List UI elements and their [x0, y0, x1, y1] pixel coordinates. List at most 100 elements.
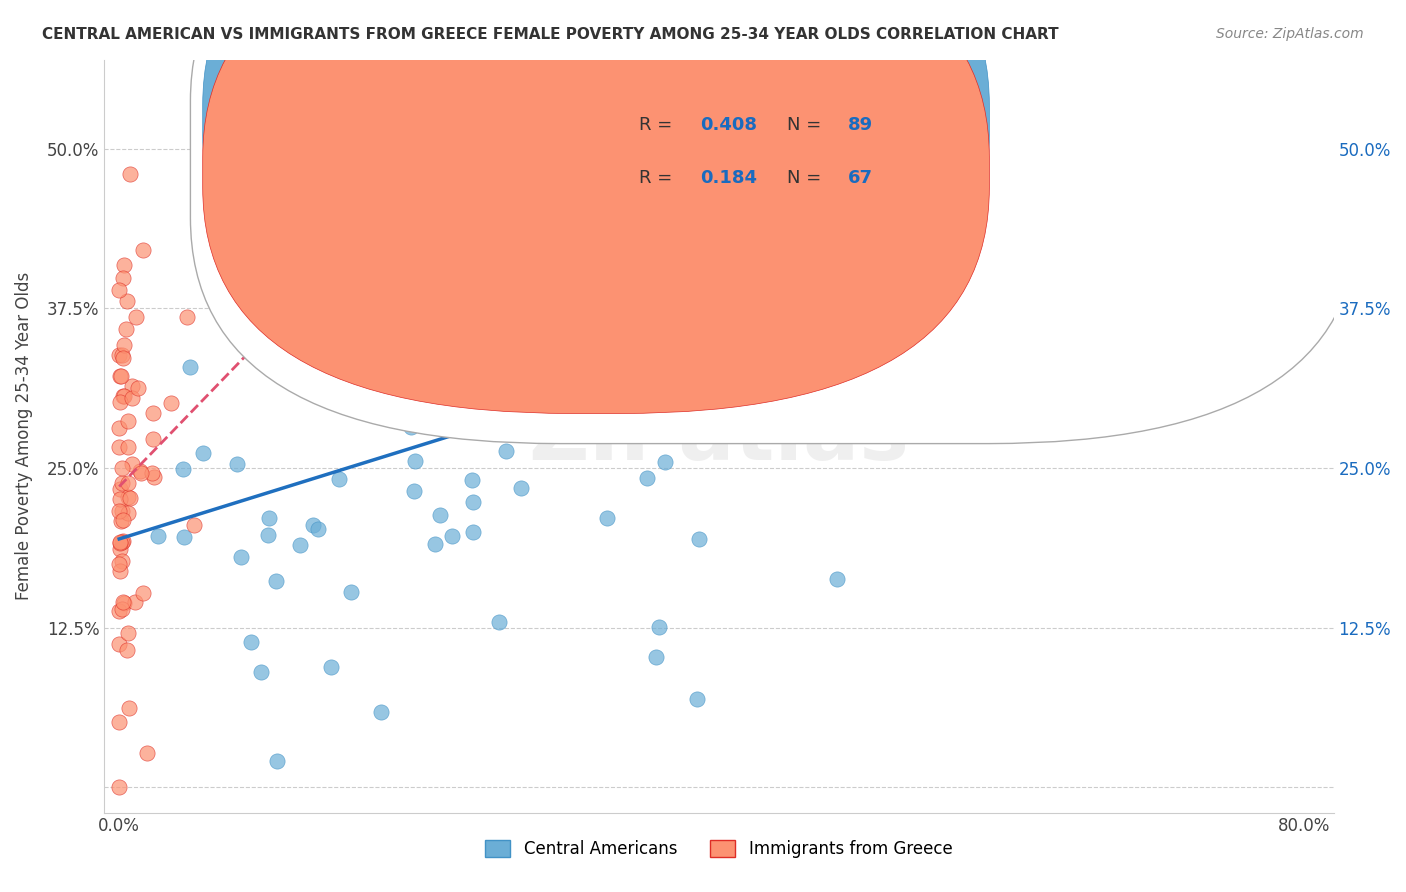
Point [125, 310, 148, 325]
Point [808, 316, 831, 330]
Point [307, 523, 329, 537]
Point [546, 428, 568, 442]
Point [740, 320, 762, 334]
Point [772, 274, 794, 288]
Text: Source: ZipAtlas.com: Source: ZipAtlas.com [1216, 27, 1364, 41]
Text: 67: 67 [848, 169, 873, 186]
Point [468, 339, 491, 353]
Point [111, 504, 134, 518]
Point [429, 508, 451, 522]
Point [446, 308, 468, 322]
Point [592, 116, 614, 130]
FancyBboxPatch shape [190, 0, 1358, 443]
Point [440, 529, 463, 543]
Point [131, 467, 153, 481]
Point [135, 746, 157, 760]
Point [806, 389, 828, 403]
Point [648, 620, 671, 634]
Point [461, 495, 484, 509]
Point [111, 460, 134, 475]
Text: 0.408: 0.408 [700, 116, 758, 134]
Point [132, 585, 155, 599]
Point [404, 454, 426, 468]
Point [193, 446, 215, 460]
Point [112, 533, 135, 548]
Point [117, 414, 139, 428]
Point [110, 514, 132, 528]
Point [117, 475, 139, 490]
Point [112, 594, 135, 608]
Point [111, 535, 134, 549]
Y-axis label: Female Poverty Among 25-34 Year Olds: Female Poverty Among 25-34 Year Olds [15, 272, 32, 600]
Point [121, 391, 143, 405]
Point [108, 541, 131, 556]
Text: CENTRAL AMERICAN VS IMMIGRANTS FROM GREECE FEMALE POVERTY AMONG 25-34 YEAR OLDS : CENTRAL AMERICAN VS IMMIGRANTS FROM GREE… [42, 27, 1059, 42]
Point [596, 511, 619, 525]
Point [112, 389, 135, 403]
Point [118, 700, 141, 714]
Point [883, 210, 905, 224]
Point [118, 491, 141, 505]
Point [110, 368, 132, 383]
Point [387, 285, 409, 300]
Point [444, 372, 467, 386]
Text: N =: N = [786, 169, 827, 186]
Point [323, 376, 346, 391]
Text: 89: 89 [848, 116, 873, 134]
Point [108, 558, 131, 572]
Point [325, 321, 347, 335]
Point [141, 466, 163, 480]
Point [108, 440, 131, 454]
Text: R =: R = [640, 169, 678, 186]
Point [652, 228, 675, 243]
Point [807, 271, 830, 285]
Point [852, 311, 875, 326]
Point [108, 348, 131, 362]
Point [269, 301, 291, 316]
Point [108, 714, 131, 729]
Point [176, 310, 198, 324]
Point [605, 171, 627, 186]
Point [519, 200, 541, 214]
Point [515, 352, 537, 367]
Point [226, 457, 249, 471]
Point [686, 691, 709, 706]
Point [543, 411, 565, 425]
Point [665, 239, 688, 253]
Point [364, 346, 387, 360]
Point [756, 351, 779, 365]
Point [654, 455, 676, 469]
Point [477, 193, 499, 207]
Point [117, 507, 139, 521]
Point [112, 389, 135, 403]
Point [488, 615, 510, 630]
Point [416, 326, 439, 340]
Text: R =: R = [640, 116, 678, 134]
Point [112, 596, 135, 610]
Point [121, 457, 143, 471]
Point [264, 574, 287, 588]
Point [240, 635, 263, 649]
Point [922, 120, 945, 135]
Point [112, 258, 135, 272]
Point [250, 665, 273, 680]
Point [378, 314, 401, 328]
Point [124, 594, 146, 608]
Text: ZIPatlas: ZIPatlas [529, 395, 910, 476]
Point [302, 518, 325, 533]
Point [825, 572, 848, 586]
Point [328, 472, 350, 486]
Point [339, 584, 361, 599]
Point [548, 422, 571, 436]
Point [114, 322, 136, 336]
Point [108, 565, 131, 579]
Point [172, 462, 194, 476]
Point [143, 470, 166, 484]
Point [509, 392, 531, 406]
Point [108, 421, 131, 435]
Point [148, 529, 170, 543]
Point [117, 626, 139, 640]
Point [108, 536, 131, 550]
Legend: Central Americans, Immigrants from Greece: Central Americans, Immigrants from Greec… [478, 833, 959, 864]
Point [517, 316, 540, 330]
